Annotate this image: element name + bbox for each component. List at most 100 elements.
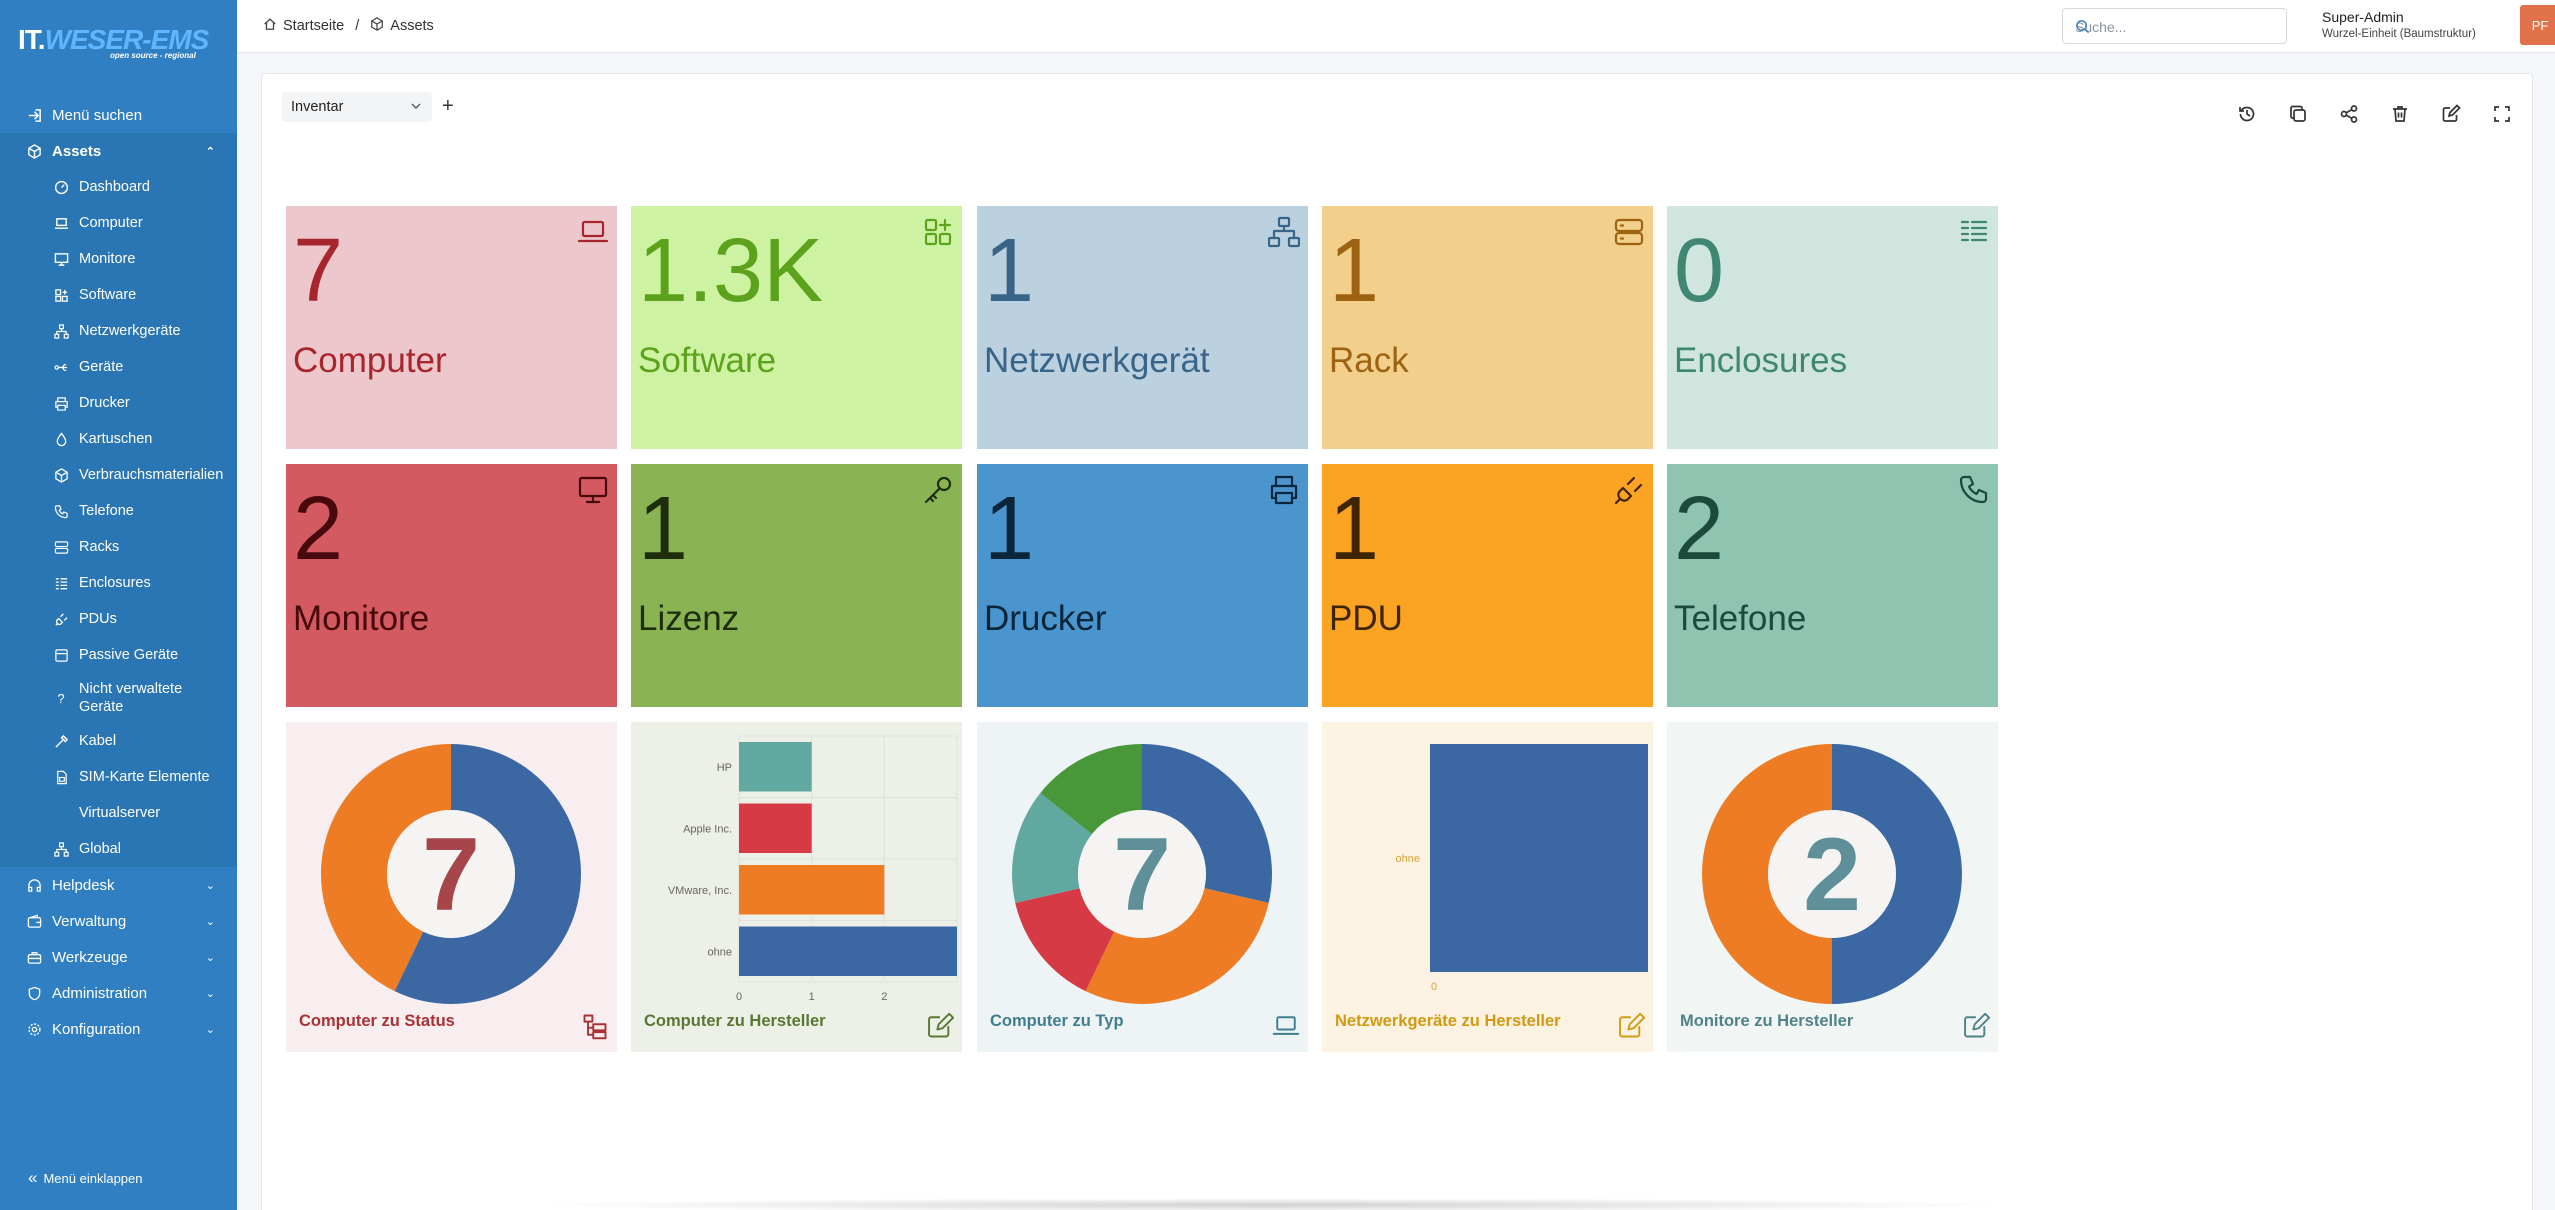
bar[interactable] [739, 926, 957, 977]
breadcrumb-home[interactable]: Startseite [283, 18, 345, 34]
sidebar-item-computer[interactable]: Computer [0, 205, 237, 241]
dashboard-select[interactable]: Inventar [282, 92, 432, 122]
pie-slice[interactable] [1085, 888, 1269, 1004]
fullscreen-icon[interactable] [2490, 102, 2514, 126]
collapse-menu-button[interactable]: « Menü einklappen [28, 1168, 143, 1188]
tile-label: Lizenz [638, 599, 740, 638]
sidebar-item-sim-karte[interactable]: SIM-Karte Elemente [0, 759, 237, 795]
user-info[interactable]: Super-Admin Wurzel-Einheit (Baumstruktur… [2322, 9, 2476, 40]
breadcrumb-assets[interactable]: Assets [390, 18, 434, 34]
pie-slice[interactable] [394, 744, 581, 1004]
widget-monitore-zu-hersteller[interactable]: 2 Monitore zu Hersteller [1667, 722, 1998, 1052]
edit-icon[interactable] [926, 1012, 955, 1040]
history-icon[interactable] [2235, 102, 2259, 126]
search-input[interactable]: Suche... [2062, 8, 2287, 44]
tile-value: 1 [1329, 221, 1380, 321]
donut-center-value: 7 [1113, 817, 1171, 933]
sidebar-item-assets[interactable]: Assets ⌃ [0, 133, 237, 169]
sidebar-item-label: Konfiguration [52, 1020, 141, 1038]
gear-icon [26, 1021, 42, 1037]
sidebar-item-label: Kabel [79, 733, 117, 749]
sidebar-item-nicht-verwaltete-geraete[interactable]: ? Nicht verwaltete Geräte [0, 673, 237, 723]
bar[interactable] [739, 742, 812, 792]
list-icon [1958, 216, 1990, 248]
tree-icon[interactable] [581, 1012, 609, 1040]
sidebar-item-label: Verwaltung [52, 912, 127, 930]
tile-drucker[interactable]: 1 Drucker [977, 464, 1308, 707]
bar[interactable] [1430, 744, 1648, 972]
sidebar-item-werkzeuge[interactable]: Werkzeuge ⌄ [0, 939, 237, 975]
briefcase-icon [26, 949, 42, 965]
pie-slice[interactable] [1702, 744, 1832, 1004]
sidebar-item-dashboard[interactable]: Dashboard [0, 169, 237, 205]
x-tick-label: 0 [736, 991, 742, 1003]
widget-netzwerkger-te-zu-hersteller[interactable]: ohne 0 Netzwerkgeräte zu Hersteller [1322, 722, 1653, 1052]
chevron-down-icon: ⌄ [205, 1024, 215, 1036]
sidebar-item-menu-search[interactable]: Menü suchen [0, 97, 237, 133]
sidebar-item-telefone[interactable]: Telefone [0, 493, 237, 529]
sidebar-item-netzwerkgeraete[interactable]: Netzwerkgeräte [0, 313, 237, 349]
logo[interactable]: IT.WESER-EMS open source - regional [18, 24, 218, 64]
pie-slice[interactable] [1832, 744, 1962, 1004]
avatar[interactable]: PF [2520, 5, 2555, 45]
share-icon[interactable] [2337, 102, 2361, 126]
add-dashboard-button[interactable]: + [442, 95, 454, 117]
widget-computer-zu-status[interactable]: 7 Computer zu Status [286, 722, 617, 1052]
tile-computer[interactable]: 7 Computer [286, 206, 617, 449]
phone-icon [53, 503, 69, 519]
pie-slice[interactable] [1142, 744, 1272, 903]
widget-computer-zu-typ[interactable]: 7 Computer zu Typ [977, 722, 1308, 1052]
sidebar-item-kabel[interactable]: Kabel [0, 723, 237, 759]
tile-enclosures[interactable]: 0 Enclosures [1667, 206, 1998, 449]
chart: HP Apple Inc. VMware, Inc. ohne 0 1 2 [668, 735, 958, 1003]
server-icon [1613, 216, 1645, 248]
tile-pdu[interactable]: 1 PDU [1322, 464, 1653, 707]
sidebar-item-global[interactable]: Global [0, 831, 237, 867]
pie-slice[interactable] [1015, 888, 1115, 992]
phone-icon [1958, 474, 1990, 506]
pie-slice[interactable] [321, 744, 451, 992]
sidebar-item-racks[interactable]: Racks [0, 529, 237, 565]
sidebar-item-enclosures[interactable]: Enclosures [0, 565, 237, 601]
edit-icon[interactable] [1962, 1012, 1991, 1040]
sidebar-item-verbrauchsmaterialien[interactable]: Verbrauchsmaterialien [0, 457, 237, 493]
sidebar-item-administration[interactable]: Administration ⌄ [0, 975, 237, 1011]
bar[interactable] [739, 803, 812, 854]
tile-software[interactable]: 1.3K Software [631, 206, 962, 449]
tile-value: 7 [293, 221, 344, 321]
tile-rack[interactable]: 1 Rack [1322, 206, 1653, 449]
sidebar-item-passive-geraete[interactable]: Passive Geräte [0, 637, 237, 673]
network-icon [53, 841, 69, 857]
sidebar-item-helpdesk[interactable]: Helpdesk ⌄ [0, 867, 237, 903]
package-icon [53, 467, 69, 483]
chevron-down-icon [410, 100, 422, 116]
home-icon [263, 17, 277, 35]
tile-telefone[interactable]: 2 Telefone [1667, 464, 1998, 707]
edit-icon[interactable] [1617, 1012, 1646, 1040]
trash-icon[interactable] [2388, 102, 2412, 126]
laptop-icon [53, 215, 69, 231]
tile-monitore[interactable]: 2 Monitore [286, 464, 617, 707]
category-label: ohne [1396, 853, 1420, 865]
tile-netzwerkger-t[interactable]: 1 Netzwerkgerät [977, 206, 1308, 449]
sidebar-item-drucker[interactable]: Drucker [0, 385, 237, 421]
widget-computer-zu-hersteller[interactable]: HP Apple Inc. VMware, Inc. ohne 0 1 2 Computer … [631, 722, 962, 1052]
pie-slice[interactable] [1040, 744, 1142, 835]
tile-lizenz[interactable]: 1 Lizenz [631, 464, 962, 707]
sidebar-item-kartuschen[interactable]: Kartuschen [0, 421, 237, 457]
topbar: Startseite / Assets Suche... Super-Admin… [237, 0, 2555, 53]
copy-icon[interactable] [2286, 102, 2310, 126]
widget-title: Computer zu Typ [990, 1012, 1124, 1030]
sidebar-item-pdus[interactable]: PDUs [0, 601, 237, 637]
sidebar-item-geraete[interactable]: Geräte [0, 349, 237, 385]
bar[interactable] [739, 865, 885, 915]
sidebar-item-monitore[interactable]: Monitore [0, 241, 237, 277]
laptop-icon[interactable] [1272, 1012, 1300, 1040]
sidebar-item-virtualserver[interactable]: Virtualserver [0, 795, 237, 831]
search-icon[interactable] [2075, 19, 2274, 37]
sidebar-item-software[interactable]: Software [0, 277, 237, 313]
sidebar-item-konfiguration[interactable]: Konfiguration ⌄ [0, 1011, 237, 1047]
pie-slice[interactable] [1012, 792, 1092, 903]
edit-icon[interactable] [2439, 102, 2463, 126]
sidebar-item-verwaltung[interactable]: Verwaltung ⌄ [0, 903, 237, 939]
